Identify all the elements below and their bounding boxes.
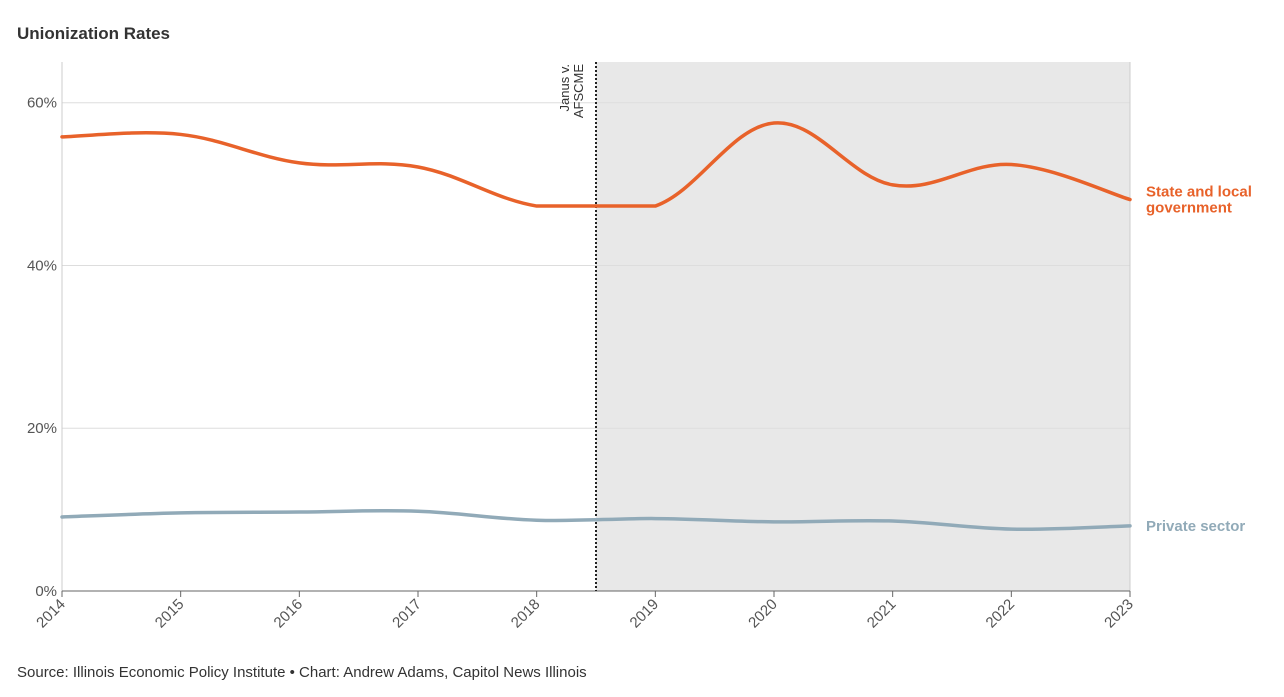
y-axis: 0% 20% 40% 60% [27, 62, 1131, 600]
annotation-label: AFSCME [571, 64, 586, 119]
series-line-private-sector [60, 508, 1132, 532]
chart-title: Unionization Rates [17, 24, 171, 43]
series-label-private-sector: Private sector [1146, 518, 1245, 535]
x-axis: 2014 2015 2016 2017 2018 2019 2020 2021 2022 2023 [33, 590, 1137, 632]
y-tick-label: 40% [27, 257, 57, 274]
annotation-label: Janus v. [557, 64, 572, 111]
y-tick-label: 20% [27, 420, 57, 437]
x-tick-label: 2016 [271, 596, 307, 632]
x-tick-label: 2018 [508, 596, 544, 632]
x-tick-label: 2017 [389, 596, 425, 632]
series-labels: State and local government Private sector [1146, 184, 1252, 535]
series-lines [60, 121, 1132, 532]
x-tick-label: 2015 [152, 596, 188, 632]
x-tick-label: 2014 [33, 596, 69, 632]
series-line-state-and-local-government [60, 121, 1132, 208]
source-credit: Source: Illinois Economic Policy Institu… [17, 664, 587, 681]
x-tick-label: 2020 [745, 596, 781, 632]
series-label-state-and-local-government: State and local government [1146, 184, 1252, 217]
y-tick-label: 60% [27, 95, 57, 112]
x-tick-label: 2021 [864, 596, 900, 632]
x-tick-label: 2022 [983, 596, 1019, 632]
post-janus-shaded-region [596, 62, 1130, 591]
y-tick-label: 0% [35, 583, 57, 600]
x-tick-label: 2019 [627, 596, 663, 632]
x-tick-label: 2023 [1101, 596, 1137, 632]
janus-annotation: Janus v. AFSCME [557, 62, 597, 591]
